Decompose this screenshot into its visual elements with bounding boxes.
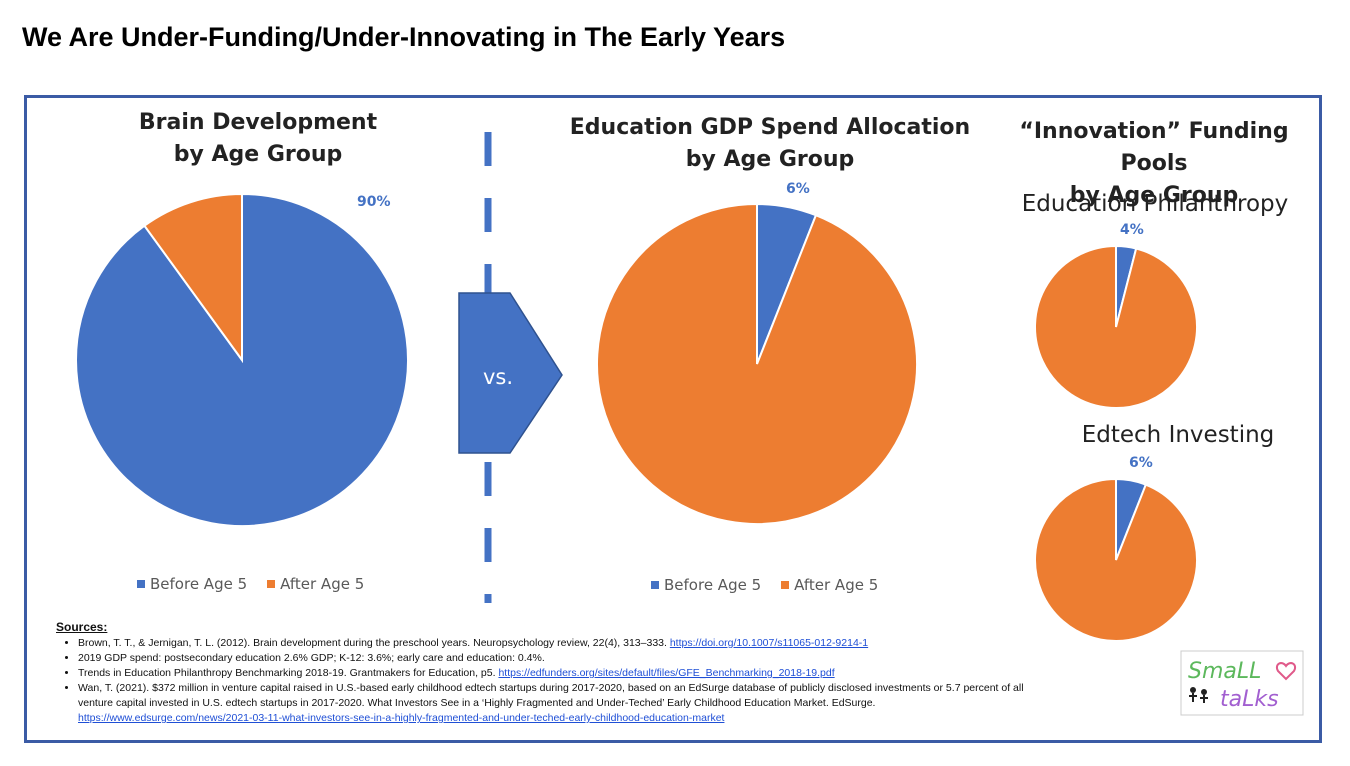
source-item: Trends in Education Philanthropy Benchma… xyxy=(78,666,1036,681)
legend-item-before: Before Age 5 xyxy=(137,575,247,593)
legend-label-after: After Age 5 xyxy=(280,575,365,593)
sources-section: Sources: Brown, T. T., & Jernigan, T. L.… xyxy=(56,620,1036,726)
legend-swatch-before xyxy=(137,580,145,588)
legend-swatch-after xyxy=(267,580,276,588)
gdp-chart-title-line1: Education GDP Spend Allocation xyxy=(569,115,971,140)
heart-icon xyxy=(1276,662,1296,681)
philanthropy-pie-chart xyxy=(1034,244,1198,409)
pie-slice-after-age-5 xyxy=(1034,244,1198,409)
logo-text-line2: taLks xyxy=(1220,687,1279,712)
philanthropy-chart-title: Education Philanthropy xyxy=(1021,191,1289,217)
legend-label-before: Before Age 5 xyxy=(150,575,248,593)
small-talks-logo: SmaLL taLks xyxy=(1180,650,1304,716)
sources-list: Brown, T. T., & Jernigan, T. L. (2012). … xyxy=(56,636,1036,726)
source-item: Brown, T. T., & Jernigan, T. L. (2012). … xyxy=(78,636,1036,651)
philanthropy-data-label: 4% xyxy=(1120,222,1144,238)
source-link[interactable]: https://doi.org/10.1007/s11065-012-9214-… xyxy=(669,637,869,649)
source-item: Wan, T. (2021). $372 million in venture … xyxy=(78,681,1036,726)
legend-label-after: After Age 5 xyxy=(794,576,879,594)
source-link[interactable]: https://www.edsurge.com/news/2021-03-11-… xyxy=(78,712,725,724)
pie-slice-after-age-5 xyxy=(596,202,918,525)
edtech-chart-title: Edtech Investing xyxy=(1081,422,1275,448)
content-frame xyxy=(24,95,1322,743)
legend-swatch-after xyxy=(781,581,790,589)
edtech-data-label: 6% xyxy=(1129,455,1153,471)
sources-heading: Sources: xyxy=(56,620,108,634)
gdp-pie-chart xyxy=(596,202,918,525)
source-text: Trends in Education Philanthropy Benchma… xyxy=(78,667,499,679)
brain-chart-title-line1: Brain Development xyxy=(138,110,378,135)
edtech-pie-chart xyxy=(1034,477,1198,642)
legend-item-after: After Age 5 xyxy=(267,575,364,593)
page-title: We Are Under-Funding/Under-Innovating in… xyxy=(22,22,786,52)
brain-chart-legend: Before Age 5 After Age 5 xyxy=(137,575,384,593)
innovation-title-line1: “Innovation” Funding Pools xyxy=(1019,119,1289,176)
vs-label: vs. xyxy=(483,365,514,389)
pie-slice-after-age-5 xyxy=(1034,477,1198,642)
brain-chart-title: Brain Development by Age Group xyxy=(108,107,408,171)
vs-divider xyxy=(458,132,563,603)
gdp-chart-title-line2: by Age Group xyxy=(685,147,855,172)
source-link[interactable]: https://edfunders.org/sites/default/file… xyxy=(498,667,835,679)
logo-text-line1: SmaLL xyxy=(1188,659,1261,684)
small-talks-logo-image: SmaLL taLks xyxy=(1180,650,1304,716)
brain-chart-title-line2: by Age Group xyxy=(173,142,343,167)
pie-slice-after-age-5 xyxy=(143,192,243,364)
legend-item-before: Before Age 5 xyxy=(651,576,761,594)
source-text: Wan, T. (2021). $372 million in venture … xyxy=(78,682,1024,709)
brain-pie-chart xyxy=(75,192,409,527)
legend-label-before: Before Age 5 xyxy=(664,576,762,594)
vs-arrow-shape xyxy=(458,292,563,454)
legend-swatch-before xyxy=(651,581,659,589)
gdp-chart-legend: Before Age 5 After Age 5 xyxy=(651,576,898,594)
gdp-data-label: 6% xyxy=(786,181,810,197)
innovation-title-line2: by Age Group xyxy=(1069,183,1239,208)
source-text: 2019 GDP spend: postsecondary education … xyxy=(78,652,545,664)
stick-figure-icon xyxy=(1190,687,1196,693)
source-item: 2019 GDP spend: postsecondary education … xyxy=(78,651,1036,666)
innovation-title: “Innovation” Funding Pools by Age Group xyxy=(990,116,1318,212)
gdp-chart-title: Education GDP Spend Allocation by Age Gr… xyxy=(560,112,980,176)
source-text: Brown, T. T., & Jernigan, T. L. (2012). … xyxy=(78,637,670,649)
brain-data-label: 90% xyxy=(357,194,391,210)
legend-item-after: After Age 5 xyxy=(781,576,878,594)
